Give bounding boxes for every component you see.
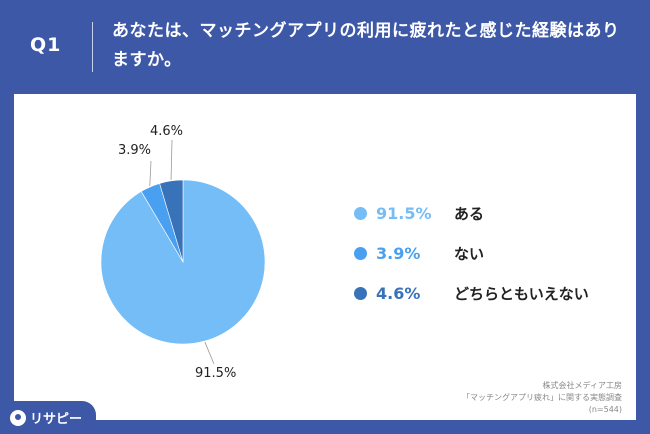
legend-dot	[354, 246, 367, 260]
legend-label: どちらともいえない	[454, 284, 589, 303]
slice-label-aru: 91.5%	[195, 366, 237, 381]
legend-dot	[354, 286, 367, 300]
legend-value: 3.9%	[376, 243, 421, 263]
source-survey: 「マッチングアプリ疲れ」に関する実態調査	[462, 393, 622, 402]
question-text: あなたは、マッチングアプリの利用に疲れたと感じた経験はありますか。	[112, 21, 620, 70]
legend-item-dochira: 4.6% どちらともいえない	[354, 273, 589, 313]
risapi-logo-icon	[10, 409, 26, 426]
source-note: 株式会社メディア工房 「マッチングアプリ疲れ」に関する実態調査 (n=544)	[462, 380, 622, 416]
slice-label-nai: 3.9%	[118, 143, 152, 158]
legend-dot	[354, 206, 367, 220]
question-number: Q1	[30, 34, 62, 56]
legend-label: ある	[454, 204, 485, 223]
header-divider	[92, 22, 93, 72]
source-company: 株式会社メディア工房	[542, 381, 622, 390]
leader-line	[149, 160, 152, 186]
legend-value: 91.5%	[376, 203, 432, 223]
logo-text: リサピー	[30, 412, 83, 427]
question-header: Q1 あなたは、マッチングアプリの利用に疲れたと感じた経験はありますか。	[0, 0, 650, 94]
leader-line	[170, 139, 173, 180]
leader-line	[204, 341, 215, 365]
source-sample-size: (n=544)	[588, 405, 622, 414]
chart-card: 91.5% 3.9% 4.6% 91.5% ある 3.9% ない 4.6% どち…	[14, 94, 636, 420]
legend-label: ない	[454, 244, 485, 263]
slice-label-dochira: 4.6%	[150, 124, 184, 139]
pie-chart	[100, 139, 266, 365]
legend-item-aru: 91.5% ある	[354, 193, 589, 233]
risapi-logo: リサピー	[0, 401, 96, 434]
chart-legend: 91.5% ある 3.9% ない 4.6% どちらともいえない	[354, 193, 589, 313]
legend-item-nai: 3.9% ない	[354, 233, 589, 273]
legend-value: 4.6%	[376, 283, 421, 303]
pie-slice-dochira	[159, 179, 184, 263]
